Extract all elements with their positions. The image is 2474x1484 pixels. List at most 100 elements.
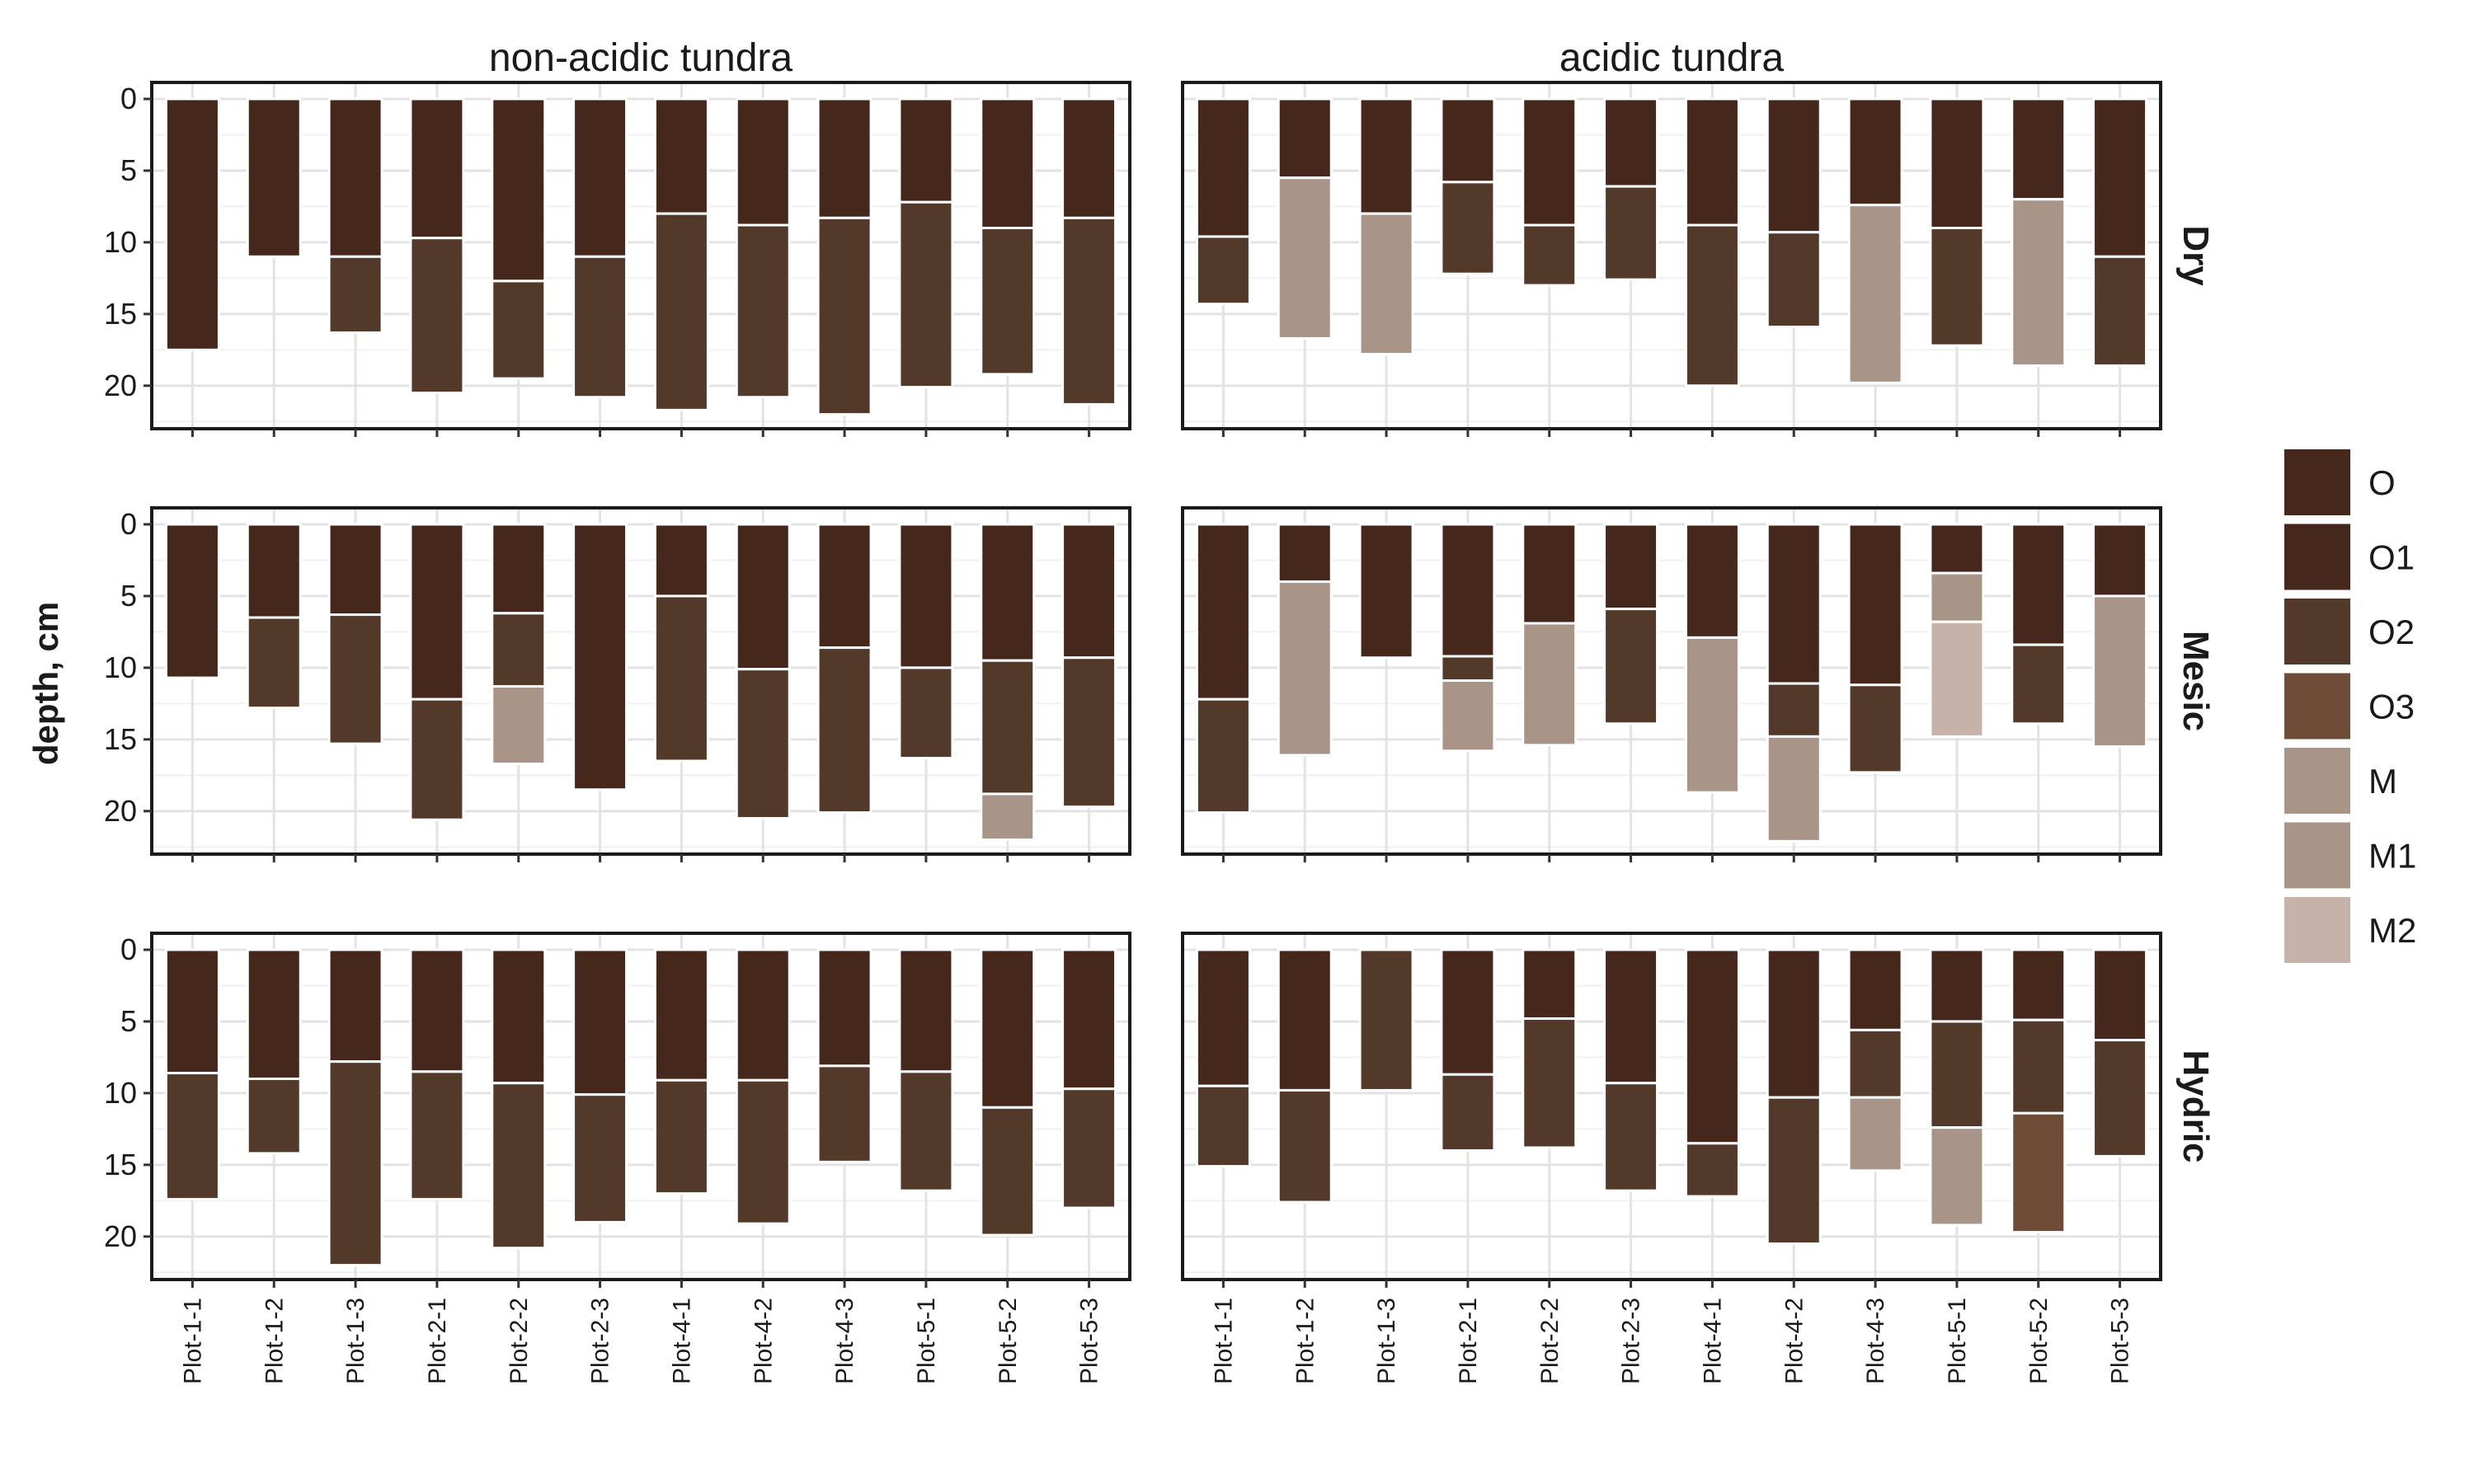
legend-swatch [2284, 897, 2350, 963]
bar-segment-plot-2-2-o2 [491, 279, 547, 380]
bar-segment-plot-4-3-m [1847, 204, 1903, 384]
bar-segment-plot-2-1-o2 [409, 697, 465, 821]
bar-segment-plot-5-3-o1 [1061, 523, 1117, 660]
bar-segment-plot-1-2-o2 [246, 1078, 302, 1155]
panel-background [1183, 82, 2161, 429]
legend-label: M [2368, 762, 2397, 801]
bar-segment-plot-5-3-m [2092, 594, 2148, 749]
bar-segment-plot-4-3-o2 [816, 646, 872, 815]
bar-segment-plot-5-2-o [2011, 97, 2067, 201]
x-tick-label: Plot-5-3 [1076, 1298, 1103, 1384]
y-tick-label: 20 [104, 369, 137, 402]
y-tick-label: 15 [104, 1148, 137, 1181]
bar-segment-plot-5-3-o2 [1061, 656, 1117, 809]
bar-segment-plot-2-2-o2 [491, 1082, 547, 1250]
x-tick-label: Plot-5-2 [2025, 1298, 2053, 1384]
panel-mesic-acidic-tundra: Mesic [1181, 506, 2216, 862]
legend-swatch [2284, 524, 2350, 590]
y-tick-label: 0 [120, 932, 137, 966]
bar-segment-plot-2-1-o1 [409, 97, 465, 240]
bar-segment-plot-4-2-o1 [1766, 948, 1822, 1099]
bar-segment-plot-5-1-o1 [898, 948, 954, 1073]
bar-segment-plot-4-3-o2 [816, 1064, 872, 1163]
bar-segment-plot-5-3-o2 [1061, 1087, 1117, 1209]
bar-segment-plot-5-1-o1 [898, 97, 954, 204]
bar-segment-plot-5-2-o1 [2011, 523, 2067, 646]
bar-segment-plot-5-1-o1 [898, 523, 954, 669]
bar-segment-plot-4-1-o2 [1684, 223, 1740, 387]
bar-segment-plot-1-3-o2 [1358, 948, 1414, 1092]
bar-segment-plot-2-1-o1 [1440, 523, 1496, 658]
legend-label: O1 [2368, 538, 2415, 577]
bar-segment-plot-1-2-o1 [246, 948, 302, 1081]
bar-segment-plot-5-2-o2 [2011, 1018, 2067, 1115]
legend-label: M1 [2368, 837, 2416, 876]
legend-item-m1: M1 [2284, 822, 2416, 889]
bar-segment-plot-4-2-o2 [1766, 1096, 1822, 1246]
bar-segment-plot-2-3-o2 [1603, 185, 1659, 281]
bar-segment-plot-5-2-o1 [980, 948, 1036, 1109]
bar-segment-plot-1-2-o2 [1277, 1088, 1333, 1204]
bar-segment-plot-2-2-o1 [1522, 948, 1578, 1020]
bar-segment-plot-1-1-o2 [1195, 1084, 1251, 1168]
bar-segment-plot-4-2-m [1766, 735, 1822, 843]
column-strip-label: non-acidic tundra [489, 36, 793, 80]
bar-segment-plot-4-1-o2 [1684, 1142, 1740, 1198]
bar-segment-plot-2-3-o1 [1603, 948, 1659, 1085]
bar-segment-plot-4-1-o2 [653, 1078, 709, 1195]
bar-segment-plot-4-1-o1 [1684, 948, 1740, 1145]
facet-panels: 0 5 10 15 20 non-acidic tundra acidic tundra Dr… [104, 36, 2216, 1384]
panel-dry-acidic-tundra: acidic tundra Dry [1181, 36, 2216, 437]
panel-border [150, 81, 1131, 430]
legend-swatch [2284, 449, 2350, 515]
bar-segment-plot-4-1-m [1684, 636, 1740, 794]
bar-segment-plot-5-2-m [980, 792, 1036, 842]
bar-segment-plot-2-2-o1 [491, 948, 547, 1085]
x-tick-label: Plot-1-1 [179, 1298, 206, 1384]
y-tick-label: 0 [120, 507, 137, 541]
y-tick-label: 15 [104, 297, 137, 331]
panel-background [152, 508, 1130, 854]
x-tick-label: Plot-2-2 [1536, 1298, 1564, 1384]
bar-segment-plot-5-2-o2 [980, 227, 1036, 376]
bar-segment-plot-5-2-o2 [980, 659, 1036, 796]
y-tick-label: 10 [104, 1076, 137, 1110]
x-tick-label: Plot-1-2 [261, 1298, 288, 1384]
bar-segment-plot-1-2-o [246, 97, 302, 258]
bar-segment-plot-1-3-o2 [327, 1060, 383, 1267]
bar-segment-plot-2-2-o1 [491, 97, 547, 283]
bar-segment-plot-2-1-o2 [1440, 655, 1496, 683]
y-tick-label: 20 [104, 1219, 137, 1253]
bar-segment-plot-2-3-o2 [572, 255, 628, 399]
bar-segment-plot-2-2-o1 [491, 523, 547, 615]
bar-segment-plot-1-2-o [1277, 97, 1333, 180]
bar-segment-plot-5-2-o1 [980, 97, 1036, 230]
x-tick-label: Plot-4-1 [1699, 1298, 1726, 1384]
bar-segment-plot-4-3-m [1847, 1096, 1903, 1172]
legend: O O1 O2 O3 M M1 M2 [2284, 449, 2416, 963]
bar-segment-plot-4-2-o1 [1766, 523, 1822, 685]
bar-segment-plot-1-3-o2 [327, 255, 383, 334]
y-tick-label: 20 [104, 794, 137, 828]
bar-segment-plot-4-3-o1 [1847, 948, 1903, 1031]
bar-segment-plot-2-2-o2 [491, 612, 547, 688]
panel-border [1181, 932, 2162, 1281]
legend-item-m: M [2284, 748, 2397, 814]
panel-background [1183, 508, 2161, 854]
bar-segment-plot-1-1-o [164, 97, 220, 351]
bar-segment-plot-4-2-o1 [735, 97, 791, 227]
y-tick-label: 5 [120, 153, 137, 187]
panel-border [1181, 81, 2162, 430]
bar-segment-plot-2-2-o [1522, 523, 1578, 625]
bar-segment-plot-5-2-o1 [980, 523, 1036, 662]
bar-segment-plot-2-3-o [572, 523, 628, 791]
panel-background [152, 82, 1130, 429]
y-tick-label: 5 [120, 1004, 137, 1038]
bar-segment-plot-5-2-o2 [2011, 643, 2067, 726]
bar-segment-plot-1-2-o1 [1277, 948, 1333, 1092]
bar-segment-plot-2-2-o2 [1522, 1017, 1578, 1149]
x-tick-label: Plot-2-1 [424, 1298, 451, 1384]
x-tick-label: Plot-1-2 [1291, 1298, 1319, 1384]
bar-segment-plot-5-1-o1 [1929, 97, 1985, 230]
